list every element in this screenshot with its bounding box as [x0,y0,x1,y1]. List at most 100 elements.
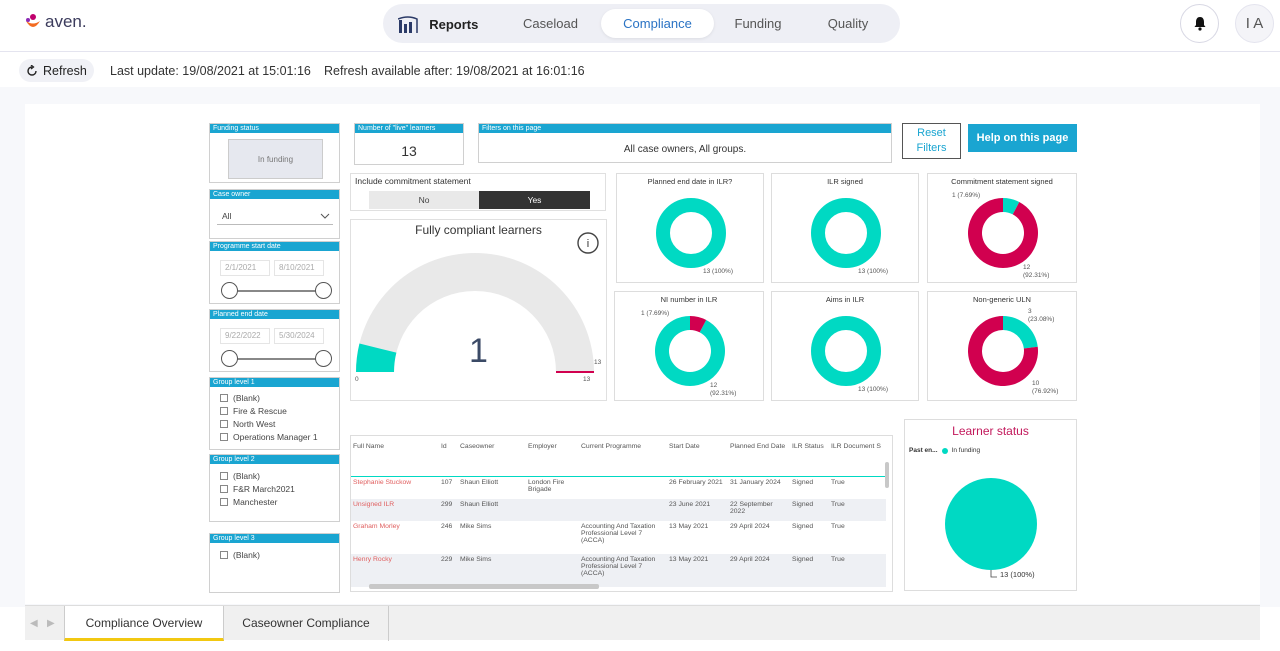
reset-filters-button[interactable]: Reset Filters [902,123,961,159]
legend-prefix: Past en... [909,447,938,454]
tab-scroll-right-icon[interactable]: ▶ [47,618,55,629]
programme-start-handle-right[interactable] [315,282,332,299]
tab-caseowner-compliance[interactable]: Caseowner Compliance [224,606,389,641]
table-row[interactable]: Stephanie Stuckow 107 Shaun Elliott Lond… [351,476,886,499]
aven-logo[interactable]: aven. [24,12,87,32]
column-header[interactable]: Planned End Date [730,443,786,450]
column-header[interactable]: ILR Document S [831,443,881,450]
case-owner-value: All [222,211,232,221]
group2-option-label: (Blank) [233,470,260,481]
group1-option-label: Operations Manager 1 [233,431,318,442]
donut-label: 13 (100%) [858,386,888,393]
notifications-button[interactable] [1180,4,1219,43]
donut-chart [655,316,725,386]
legend-item: In funding [951,447,981,454]
donut-slice [1003,198,1020,215]
nav-quality[interactable]: Quality [827,16,869,31]
cell-planned-end: 29 April 2024 [730,523,770,530]
funding-status-slicer: Funding status In funding [209,123,340,183]
group2-option[interactable]: (Blank) [220,469,295,482]
table-row[interactable]: Unsigned ILR 299 Shaun Elliott 23 June 2… [351,499,886,521]
planned-end-handle-left[interactable] [221,350,238,367]
donut-label: 12 [710,382,718,389]
group1-option[interactable]: (Blank) [220,391,318,404]
nav-caseload[interactable]: Caseload [523,16,578,31]
nav-funding[interactable]: Funding [734,16,782,31]
info-icon[interactable]: i [577,232,599,254]
group1-option-label: Fire & Rescue [233,405,287,416]
cell-planned-end: 29 April 2024 [730,556,770,563]
donut-non-generic-uln: Non-generic ULN 3 (23.08%) 10 (76.92%) [927,291,1077,401]
group-level-2-slicer: Group level 2 (Blank) F&R March2021 Manc… [209,454,340,522]
column-header[interactable]: Start Date [669,443,700,450]
group3-option-label: (Blank) [233,549,260,560]
group2-option[interactable]: F&R March2021 [220,482,295,495]
donut-title: Planned end date in ILR? [647,177,733,186]
checkbox-icon [220,419,228,428]
cell-id: 246 [441,523,453,530]
planned-end-slicer: Planned end date 9/22/2022 5/30/2024 [209,309,340,372]
column-header[interactable]: ILR Status [792,443,824,450]
programme-start-slicer: Programme start date 2/1/2021 8/10/2021 [209,241,340,304]
page-tabs: ◀ ▶ Compliance Overview Caseowner Compli… [25,605,1260,641]
table-row[interactable]: Henry Rocky 229 Mike Sims Accounting And… [351,554,886,587]
main-nav: Reports Caseload Compliance Funding Qual… [383,4,900,43]
cell-planned-end: 22 September 2022 [730,501,773,515]
refresh-icon [27,64,37,76]
column-header[interactable]: Employer [528,443,557,450]
funding-status-option[interactable]: In funding [228,139,323,179]
commitment-title: Include commitment statement [355,176,471,186]
info-icon-glyph: i [587,238,589,250]
gauge-value: 1 [469,332,488,370]
donut-chart [656,198,726,268]
refresh-available-text: Refresh available after: 19/08/2021 at 1… [324,64,585,78]
group1-option[interactable]: Fire & Rescue [220,404,318,417]
learners-grid: Full Name Id Caseowner Employer Current … [351,436,886,587]
commitment-no-button[interactable]: No [369,191,479,209]
column-header[interactable]: Full Name [353,443,384,450]
group1-option[interactable]: North West [220,417,318,430]
help-button[interactable]: Help on this page [968,124,1077,152]
cell-start-date: 26 February 2021 [669,478,723,486]
group3-option[interactable]: (Blank) [220,548,260,561]
refresh-button[interactable]: Refresh [19,59,94,82]
case-owner-dropdown[interactable]: All [217,207,333,225]
column-header[interactable]: Current Programme [581,443,642,450]
horizontal-scrollbar[interactable] [369,584,599,589]
refresh-label: Refresh [43,63,87,78]
programme-start-to[interactable]: 8/10/2021 [274,260,324,276]
cell-planned-end: 31 January 2024 [730,478,781,486]
user-avatar[interactable]: I A [1235,4,1274,43]
donut-label: 3 [1028,308,1032,315]
group-level-1-slicer: Group level 1 (Blank) Fire & Rescue Nort… [209,377,340,450]
programme-start-from[interactable]: 2/1/2021 [220,260,270,276]
column-header[interactable]: Caseowner [460,443,495,450]
planned-end-from[interactable]: 9/22/2022 [220,328,270,344]
live-learners-value: 13 [401,143,417,159]
cell-ilr-document: True [831,501,845,508]
donut-slice [968,316,1038,386]
case-owner-title: Case owner [210,190,339,199]
checkbox-icon [220,497,228,506]
cell-employer [526,499,579,521]
donut-slice [811,316,881,386]
donut-planned-end: Planned end date in ILR? 13 (100%) [616,173,764,283]
column-header[interactable]: Id [441,443,447,450]
planned-end-to[interactable]: 5/30/2024 [274,328,324,344]
cell-ilr-document: True [831,478,845,486]
reports-icon [397,15,418,33]
table-row[interactable]: Graham Morley 246 Mike Sims Accounting A… [351,521,886,554]
donut-label: (23.08%) [1028,316,1055,323]
nav-compliance[interactable]: Compliance [601,9,714,38]
nav-reports[interactable]: Reports [393,9,483,38]
tab-scroll-left-icon[interactable]: ◀ [30,618,38,629]
group1-option[interactable]: Operations Manager 1 [220,430,318,443]
commitment-yes-button[interactable]: Yes [479,191,590,209]
cell-employer [526,554,579,587]
gauge-value-arc [356,343,397,372]
planned-end-handle-right[interactable] [315,350,332,367]
vertical-scrollbar[interactable] [884,458,890,568]
tab-compliance-overview[interactable]: Compliance Overview [64,606,224,641]
programme-start-handle-left[interactable] [221,282,238,299]
group2-option[interactable]: Manchester [220,495,295,508]
